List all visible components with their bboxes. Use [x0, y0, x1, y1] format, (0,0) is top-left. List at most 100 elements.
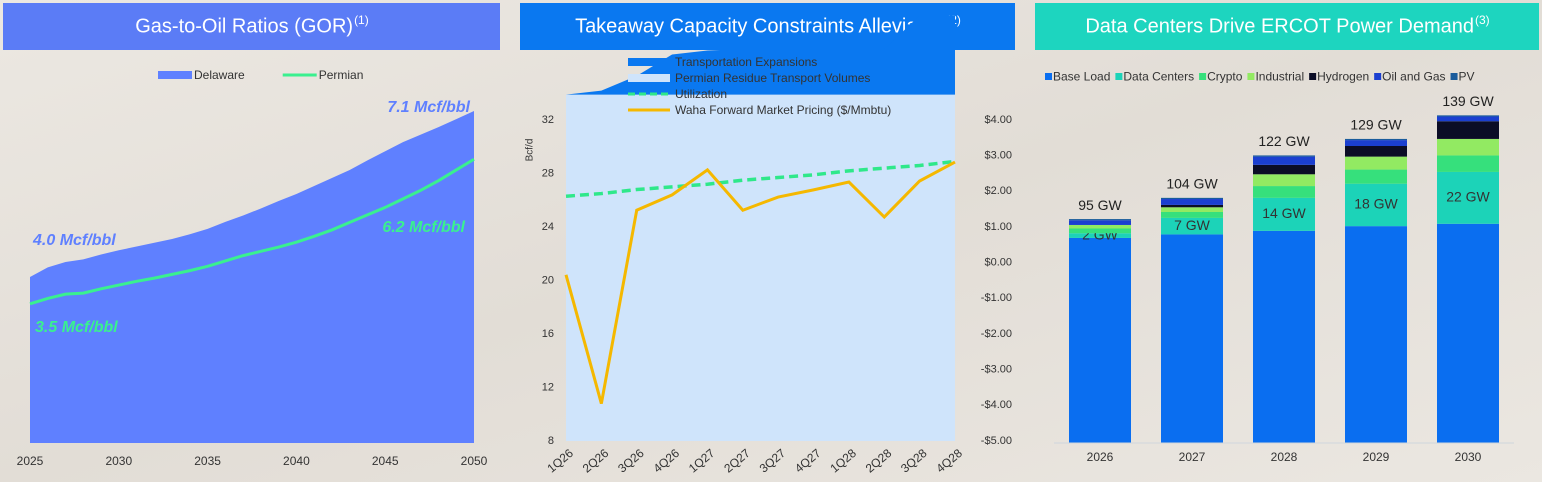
- annotation: 7.1 Mcf/bbl: [387, 99, 470, 116]
- x-tick-label: 2028: [1271, 450, 1298, 464]
- x-tick-label: 2027: [1179, 450, 1206, 464]
- legend-label: Waha Forward Market Pricing ($/Mmbtu): [675, 103, 891, 117]
- annotation: 6.2 Mcf/bbl: [382, 219, 465, 236]
- panel-title: Data Centers Drive ERCOT Power Demand: [1085, 15, 1474, 37]
- bar-segment: [1437, 116, 1499, 122]
- bar-segment: [1161, 217, 1223, 235]
- bar-segment: [1069, 228, 1131, 234]
- area: [30, 111, 474, 444]
- panel-header: [1035, 3, 1539, 50]
- x-tick-label: 2045: [372, 454, 399, 468]
- bar-segment: [1253, 156, 1315, 165]
- x-tick-label: 2040: [283, 454, 310, 468]
- legend-label: Permian: [319, 68, 364, 82]
- legend-swatch: [1374, 73, 1382, 80]
- x-tick-label: 2050: [461, 454, 488, 468]
- annotation: 3.5 Mcf/bbl: [35, 319, 118, 336]
- data-label: 22 GW: [1446, 189, 1490, 205]
- annotation: 4.0 Mcf/bbl: [32, 232, 116, 249]
- data-label: 18 GW: [1354, 196, 1398, 212]
- y-tick-label: 32: [542, 114, 554, 126]
- legend-swatch: [628, 74, 670, 82]
- legend-label: Transportation Expansions: [675, 55, 817, 69]
- bar-segment: [1161, 197, 1223, 200]
- line: [29, 157, 475, 306]
- legend-swatch: [1309, 73, 1317, 80]
- y-tick-label: 28: [542, 167, 554, 179]
- bar-segment: [1161, 204, 1223, 208]
- x-tick-label: 2025: [17, 454, 44, 468]
- x-tick-label: 2030: [105, 454, 132, 468]
- y-tick-label: 20: [542, 274, 554, 286]
- y2-tick-label: -$4.00: [981, 399, 1012, 411]
- bar-segment: [1253, 164, 1315, 175]
- line: [564, 160, 956, 404]
- bar-segment: [1069, 224, 1131, 229]
- legend-label: PV: [1459, 70, 1475, 84]
- y2-tick-label: -$2.00: [981, 328, 1012, 340]
- legend-label: Industrial: [1255, 70, 1304, 84]
- bar-segment: [1345, 226, 1407, 443]
- panel-title: Takeaway Capacity Constraints Alleviated: [575, 15, 945, 37]
- y2-tick-label: -$3.00: [981, 364, 1012, 376]
- legend-swatch: [1115, 73, 1123, 80]
- y2-tick-label: -$1.00: [981, 292, 1012, 304]
- legend-label: Base Load: [1053, 70, 1110, 84]
- legend-swatch: [1199, 73, 1207, 80]
- bar-segment: [1161, 207, 1223, 212]
- data-label: 14 GW: [1262, 205, 1306, 221]
- bar-segment: [1437, 223, 1499, 443]
- bar-segment: [1345, 156, 1407, 170]
- legend-label: Utilization: [675, 87, 727, 101]
- bar-segment: [1345, 169, 1407, 184]
- bar-segment: [1161, 234, 1223, 443]
- bar-segment: [1253, 155, 1315, 157]
- y2-tick-label: $4.00: [984, 114, 1012, 126]
- legend-label: Permian Residue Transport Volumes: [675, 71, 870, 85]
- y-tick-label: 16: [542, 328, 554, 340]
- x-tick-label: 2035: [194, 454, 221, 468]
- y2-tick-label: -$5.00: [981, 435, 1012, 447]
- y-tick-label: 24: [542, 221, 554, 233]
- total-label: 122 GW: [1258, 133, 1310, 149]
- data-label: 7 GW: [1174, 217, 1211, 233]
- area: [566, 94, 955, 442]
- x-tick-label: 2026: [1087, 450, 1114, 464]
- y2-tick-label: $3.00: [984, 150, 1012, 162]
- legend-swatch: [628, 58, 670, 66]
- bar-segment: [1069, 233, 1131, 238]
- panel-title: Gas-to-Oil Ratios (GOR): [135, 15, 353, 37]
- bar-segment: [1345, 146, 1407, 157]
- legend-swatch: [1247, 73, 1255, 80]
- bar-segment: [1437, 155, 1499, 172]
- legend-label: Hydrogen: [1317, 70, 1369, 84]
- y2-tick-label: $2.00: [984, 185, 1012, 197]
- bar-segment: [1253, 230, 1315, 443]
- bar-segment: [1253, 174, 1315, 187]
- bar-segment: [1345, 183, 1407, 227]
- legend-swatch: [158, 71, 192, 79]
- title-note: (3): [1475, 13, 1490, 27]
- y-tick-label: 12: [542, 381, 554, 393]
- y-axis-label: Bcf/d: [525, 139, 536, 162]
- panel-header: [3, 3, 500, 50]
- legend-label: Data Centers: [1123, 70, 1194, 84]
- x-tick-label: 2030: [1455, 450, 1482, 464]
- bar-segment: [1069, 220, 1131, 225]
- y-tick-label: 8: [548, 435, 554, 447]
- bar-segment: [1253, 197, 1315, 231]
- x-tick-label: 2029: [1363, 450, 1390, 464]
- line: [565, 159, 956, 198]
- bar-segment: [1161, 212, 1223, 218]
- y2-tick-label: $0.00: [984, 257, 1012, 269]
- bar-segment: [1437, 171, 1499, 224]
- bar-segment: [1345, 138, 1407, 141]
- total-label: 104 GW: [1166, 176, 1218, 192]
- bar-segment: [1069, 219, 1131, 221]
- total-label: 95 GW: [1078, 197, 1122, 213]
- bar-segment: [1345, 140, 1407, 146]
- legend-label: Crypto: [1207, 70, 1243, 84]
- bar-segment: [1437, 115, 1499, 117]
- total-label: 129 GW: [1350, 117, 1402, 133]
